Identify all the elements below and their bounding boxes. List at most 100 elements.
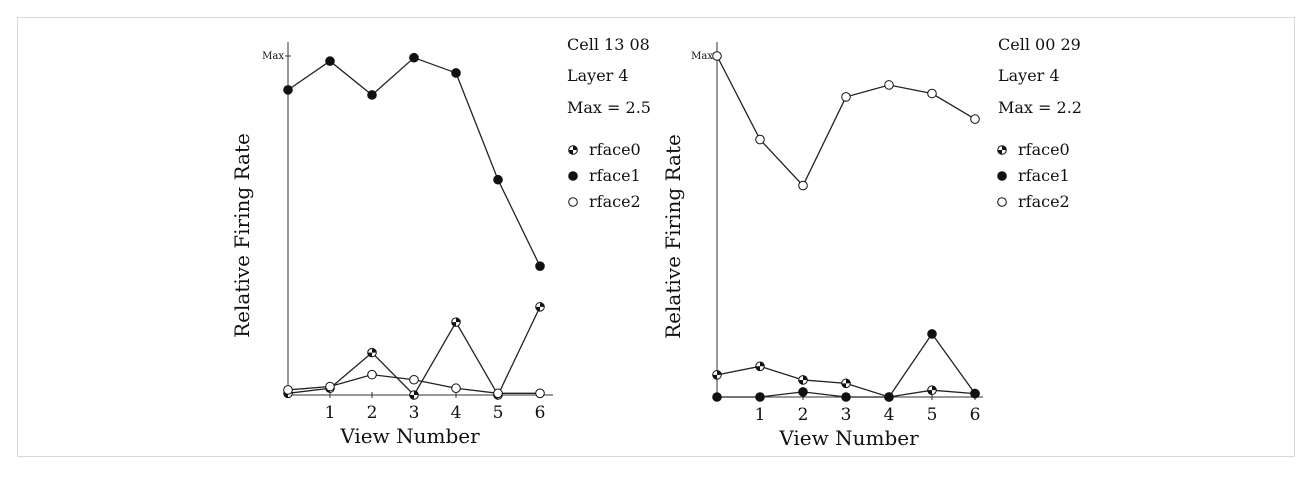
x-axis-label: View Number bbox=[339, 424, 480, 448]
data-point-rface1 bbox=[367, 90, 377, 100]
data-point-rface0-fill-b bbox=[755, 366, 760, 371]
data-point-rface0-fill-a bbox=[414, 390, 419, 395]
data-point-rface1 bbox=[535, 261, 545, 271]
x-tick-label: 6 bbox=[970, 405, 981, 425]
data-point-rface0 bbox=[841, 378, 851, 389]
data-point-rface1 bbox=[755, 392, 765, 402]
x-tick-label: 4 bbox=[451, 403, 462, 423]
x-axis-label: View Number bbox=[778, 426, 919, 450]
data-point-rface1 bbox=[493, 174, 503, 185]
data-point-rface1 bbox=[451, 68, 461, 78]
data-point-rface0 bbox=[409, 390, 419, 400]
legend-label: rface2 bbox=[1018, 192, 1070, 211]
legend-marker-rface2 bbox=[997, 197, 1007, 207]
data-point-rface2 bbox=[755, 134, 765, 145]
data-point-rface2 bbox=[970, 114, 980, 124]
data-point-rface0-fill-a bbox=[717, 370, 722, 375]
data-point-rface0-fill-a bbox=[803, 375, 808, 380]
data-point-rface2 bbox=[409, 374, 419, 385]
x-tick-label: 6 bbox=[535, 403, 546, 423]
data-point-rface2 bbox=[841, 92, 851, 102]
legend: rface0 rface1 rface2 bbox=[997, 140, 1070, 211]
data-point-rface0-fill-a bbox=[932, 385, 937, 391]
legend-marker-rface1 bbox=[997, 171, 1007, 181]
x-tick-label: 2 bbox=[798, 405, 809, 425]
data-point-rface0 bbox=[755, 361, 765, 372]
layer-label: Layer 4 bbox=[998, 66, 1060, 85]
data-point-rface0 bbox=[451, 317, 461, 327]
data-point-rface0-fill-b bbox=[367, 352, 372, 357]
legend-marker-rface0 bbox=[997, 145, 1007, 155]
data-point-rface0-fill-a bbox=[372, 348, 377, 353]
data-point-rface2 bbox=[884, 80, 894, 90]
layer-label: Layer 4 bbox=[567, 66, 629, 85]
data-point-rface2 bbox=[325, 381, 335, 392]
data-point-rface0 bbox=[367, 347, 377, 358]
data-point-rface0-fill-a bbox=[846, 379, 851, 384]
data-point-rface2 bbox=[367, 369, 377, 380]
data-point-rface0 bbox=[798, 375, 808, 385]
data-point-rface0 bbox=[927, 385, 937, 395]
y-max-tick-label: Max bbox=[262, 51, 284, 62]
data-point-rface1 bbox=[927, 329, 937, 339]
data-point-rface2 bbox=[451, 383, 461, 394]
data-point-rface0-fill-b bbox=[927, 390, 932, 395]
data-point-rface1 bbox=[798, 387, 808, 397]
data-point-rface2 bbox=[493, 388, 503, 399]
data-point-rface1 bbox=[409, 52, 419, 63]
cell-label: Cell 00 29 bbox=[998, 35, 1081, 54]
chart-panel-1: Max 1 2 3 4 5 6 View Number Relative Firing Rate… bbox=[230, 35, 651, 448]
data-point-rface2 bbox=[712, 51, 722, 61]
legend-marker-rface1 bbox=[568, 171, 578, 181]
chart-panel-2: Max 1 2 3 4 5 6 View Number Relative Firing Rate… bbox=[661, 35, 1082, 450]
legend: rface0 rface1 rface2 bbox=[568, 140, 641, 211]
data-point-rface0-fill-b bbox=[712, 374, 717, 380]
data-point-rface0 bbox=[535, 302, 545, 312]
data-point-rface0-fill-b bbox=[409, 395, 414, 400]
x-tick-label: 1 bbox=[325, 403, 336, 423]
data-point-rface0 bbox=[712, 370, 722, 380]
y-axis-label: Relative Firing Rate bbox=[661, 134, 685, 339]
data-point-rface1 bbox=[283, 85, 293, 95]
legend-label: rface0 bbox=[1018, 140, 1070, 159]
legend-label: rface2 bbox=[589, 192, 641, 211]
legend-marker-rface2 bbox=[568, 197, 578, 207]
x-tick-label: 5 bbox=[493, 403, 504, 423]
data-point-rface2 bbox=[927, 88, 937, 99]
max-label: Max = 2.5 bbox=[567, 98, 651, 117]
x-tick-label: 1 bbox=[755, 405, 766, 425]
x-tick-label: 4 bbox=[884, 405, 895, 425]
data-point-rface1 bbox=[712, 392, 722, 402]
series-line-rface1 bbox=[287, 56, 541, 267]
legend-marker-rface0 bbox=[568, 145, 578, 155]
legend-label: rface0 bbox=[589, 140, 641, 159]
data-point-rface2 bbox=[798, 180, 808, 191]
legend-label: rface1 bbox=[589, 166, 641, 185]
data-point-rface1 bbox=[325, 56, 335, 66]
legend-marker-rface0-fill-a bbox=[1002, 145, 1007, 150]
legend-label: rface1 bbox=[1018, 166, 1070, 185]
x-tick-label: 3 bbox=[841, 405, 852, 425]
data-point-rface0-fill-a bbox=[456, 317, 461, 323]
legend-marker-rface0-fill-b bbox=[568, 150, 573, 155]
data-point-rface1 bbox=[841, 392, 851, 402]
data-point-rface0-fill-b bbox=[841, 383, 846, 388]
data-point-rface1 bbox=[884, 392, 894, 402]
data-point-rface0-fill-b bbox=[535, 306, 540, 312]
figure-frame bbox=[17, 17, 1295, 457]
legend-marker-rface0-fill-a bbox=[573, 145, 578, 150]
data-point-rface2 bbox=[283, 385, 293, 395]
cell-label: Cell 13 08 bbox=[567, 35, 650, 54]
data-point-rface1 bbox=[970, 388, 980, 399]
data-point-rface0-fill-b bbox=[451, 322, 456, 327]
y-axis-label: Relative Firing Rate bbox=[230, 133, 254, 338]
y-max-tick-label: Max bbox=[691, 51, 713, 62]
series-line-rface2 bbox=[716, 55, 976, 187]
data-point-rface0-fill-b bbox=[798, 379, 803, 385]
legend-marker-rface0-fill-b bbox=[997, 150, 1002, 155]
x-tick-label: 2 bbox=[367, 403, 378, 423]
data-point-rface0-fill-a bbox=[540, 302, 545, 307]
data-point-rface2 bbox=[535, 388, 545, 399]
x-tick-label: 3 bbox=[409, 403, 420, 423]
